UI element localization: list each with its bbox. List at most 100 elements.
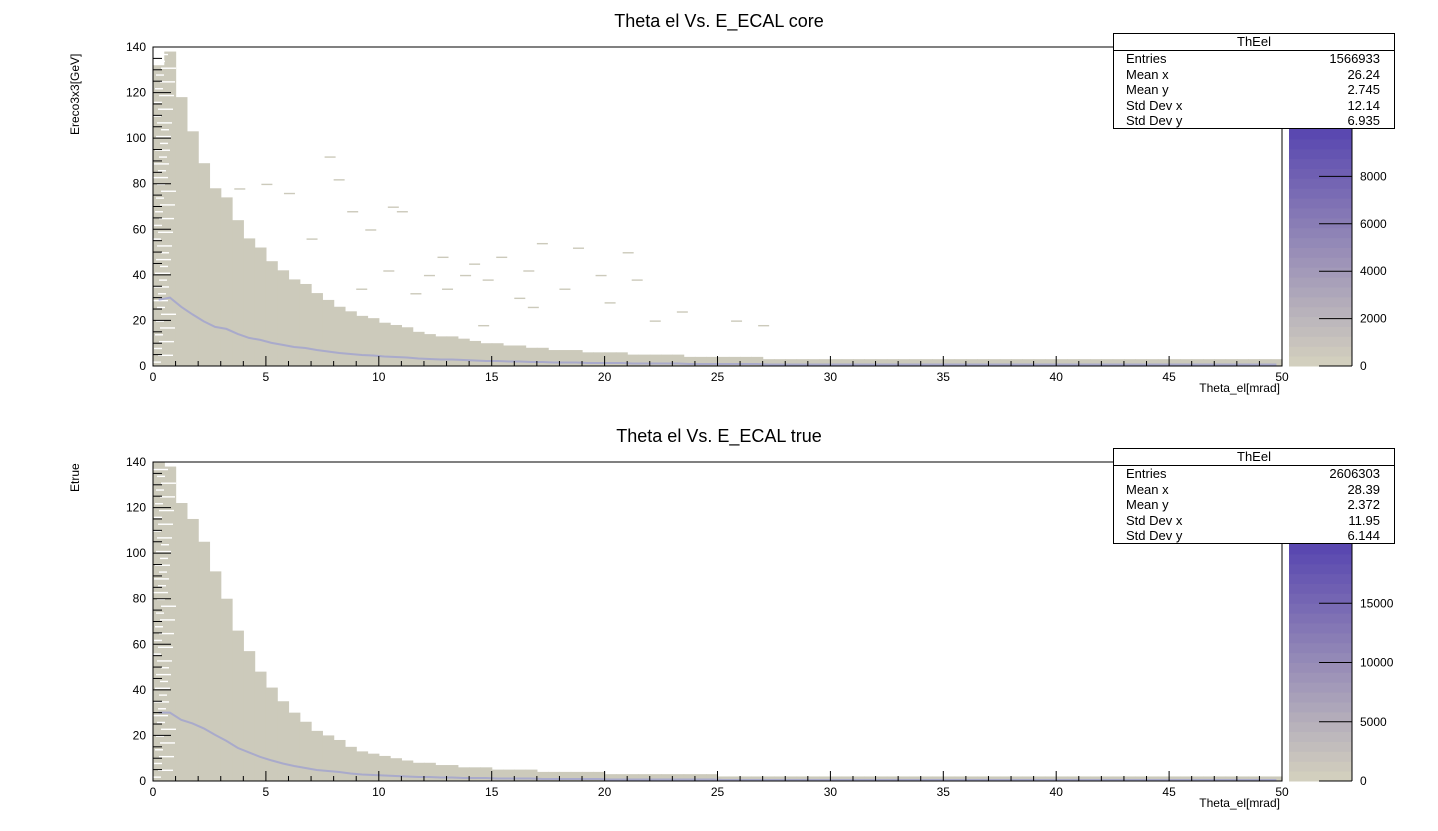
empty-bin-gap xyxy=(154,101,162,104)
x-tick-label: 10 xyxy=(372,370,386,384)
histogram-bin xyxy=(819,359,831,366)
x-tick-label: 25 xyxy=(711,785,725,799)
histogram-bin xyxy=(852,359,865,366)
colorbar-step xyxy=(1289,257,1352,268)
empty-bin-gap xyxy=(159,340,174,343)
y-tick-label: 100 xyxy=(126,546,146,560)
empty-bin-gap xyxy=(161,313,176,315)
y-tick-label: 80 xyxy=(133,592,147,606)
empty-bin-gap xyxy=(155,503,163,505)
empty-bin-gap xyxy=(160,81,175,83)
histogram-bin xyxy=(1259,359,1272,366)
histogram-bin xyxy=(164,466,177,781)
histogram-bin xyxy=(807,776,820,781)
empty-bin-gap xyxy=(158,108,173,110)
empty-bin-gap xyxy=(160,265,168,268)
colorbar-step xyxy=(1289,563,1352,575)
empty-bin-gap xyxy=(159,217,174,220)
histogram-bin xyxy=(1022,776,1035,781)
histogram-bin xyxy=(232,220,244,366)
empty-bin-gap xyxy=(161,129,169,131)
histogram-bin xyxy=(175,503,188,781)
empty-bin-gap xyxy=(153,653,161,655)
scatter-bin xyxy=(437,256,449,259)
empty-bin-gap xyxy=(153,361,161,363)
scatter-bin xyxy=(514,297,526,300)
top-chart-pad: Theta el Vs. E_ECAL core Ereco3x3[GeV] T… xyxy=(0,0,1438,415)
scatter-bin xyxy=(423,274,435,277)
histogram-bin xyxy=(717,356,730,366)
colorbar-step xyxy=(1289,603,1352,614)
histogram-bin xyxy=(220,197,233,366)
colorbar-step xyxy=(1289,267,1352,278)
scatter-bin xyxy=(676,311,688,313)
plot-area: 0 5 10 15 20 25 30 35 40 45 50 0 20 40 60 80 100 120 140 Th… xyxy=(126,40,1387,395)
histogram-bin xyxy=(728,356,741,366)
histogram-bin xyxy=(999,776,1012,781)
empty-bin-gap xyxy=(155,88,163,90)
histogram-bin xyxy=(965,776,978,781)
colorbar-step xyxy=(1289,652,1352,663)
histogram-bin xyxy=(683,774,696,781)
empty-bin-gap xyxy=(156,550,171,553)
scatter-bin xyxy=(478,324,490,327)
y-tick-label: 0 xyxy=(139,359,146,373)
histogram-bin xyxy=(796,776,809,781)
scatter-bin xyxy=(631,279,643,281)
bottom-chart-pad: Theta el Vs. E_ECAL true Etrue ThEel Ent… xyxy=(0,415,1438,830)
y-tick-label: 120 xyxy=(126,501,146,515)
empty-bin-gap xyxy=(158,293,166,295)
colorbar-tick-label: 10000 xyxy=(1360,656,1394,670)
histogram-bin xyxy=(469,340,482,366)
histogram-bin xyxy=(277,270,290,366)
x-tick-label: 15 xyxy=(485,785,499,799)
y-axis-label: Etrue xyxy=(68,463,82,492)
empty-bin-gap xyxy=(157,60,165,63)
histogram-bin xyxy=(886,359,899,366)
histogram-bin xyxy=(875,359,888,366)
stats-row-mean-x: Mean x 28.39 xyxy=(1126,481,1380,497)
colorbar-step xyxy=(1289,731,1352,742)
histogram-bin xyxy=(254,671,267,781)
empty-bin-gap xyxy=(153,238,161,240)
chart-title: Theta el Vs. E_ECAL core xyxy=(614,11,824,31)
histogram-bin xyxy=(1157,776,1170,781)
empty-bin-gap xyxy=(155,211,163,213)
empty-bin-gap xyxy=(154,578,169,580)
colorbar-tick-label: 15000 xyxy=(1360,596,1394,610)
colorbar-step xyxy=(1289,741,1352,752)
histogram-bin xyxy=(1090,359,1102,366)
histogram-bin xyxy=(220,598,233,781)
histogram-bin xyxy=(582,352,594,366)
empty-bin-gap xyxy=(158,646,173,648)
stats-row-mean-y: Mean y 2.372 xyxy=(1126,497,1380,512)
histogram-bin xyxy=(1067,776,1080,781)
histogram-bin xyxy=(694,774,707,781)
y-tick-label: 40 xyxy=(133,683,147,697)
histogram-bin xyxy=(559,771,572,781)
histogram-bin xyxy=(243,651,256,781)
histogram-bin xyxy=(446,765,459,781)
colorbar-step xyxy=(1289,761,1352,772)
empty-bin-gap xyxy=(155,687,170,689)
histogram-bin xyxy=(649,354,662,366)
empty-bin-gap xyxy=(155,626,163,628)
empty-bin-gap xyxy=(153,468,168,471)
scatter-bin xyxy=(595,274,607,277)
histogram-bin xyxy=(480,767,493,781)
colorbar-step xyxy=(1289,336,1352,347)
histogram-bin xyxy=(412,331,425,366)
stats-row-std-dev-y: Std Dev y 6.935 xyxy=(1126,113,1380,128)
plot-area: 0 5 10 15 20 25 30 35 40 45 50 0 20 40 60 80 100 120 140 Th… xyxy=(126,455,1394,810)
histogram-bin xyxy=(390,324,402,366)
scatter-bin xyxy=(649,320,661,322)
colorbar-step xyxy=(1289,672,1352,683)
histogram-bin xyxy=(548,771,561,781)
colorbar-step xyxy=(1289,138,1352,150)
scatter-bin xyxy=(731,320,743,322)
histogram-bin xyxy=(751,356,764,366)
histogram-bin xyxy=(469,767,482,781)
histogram-bin xyxy=(1225,776,1238,781)
colorbar-step xyxy=(1289,623,1352,634)
histogram-bin xyxy=(1236,776,1249,781)
